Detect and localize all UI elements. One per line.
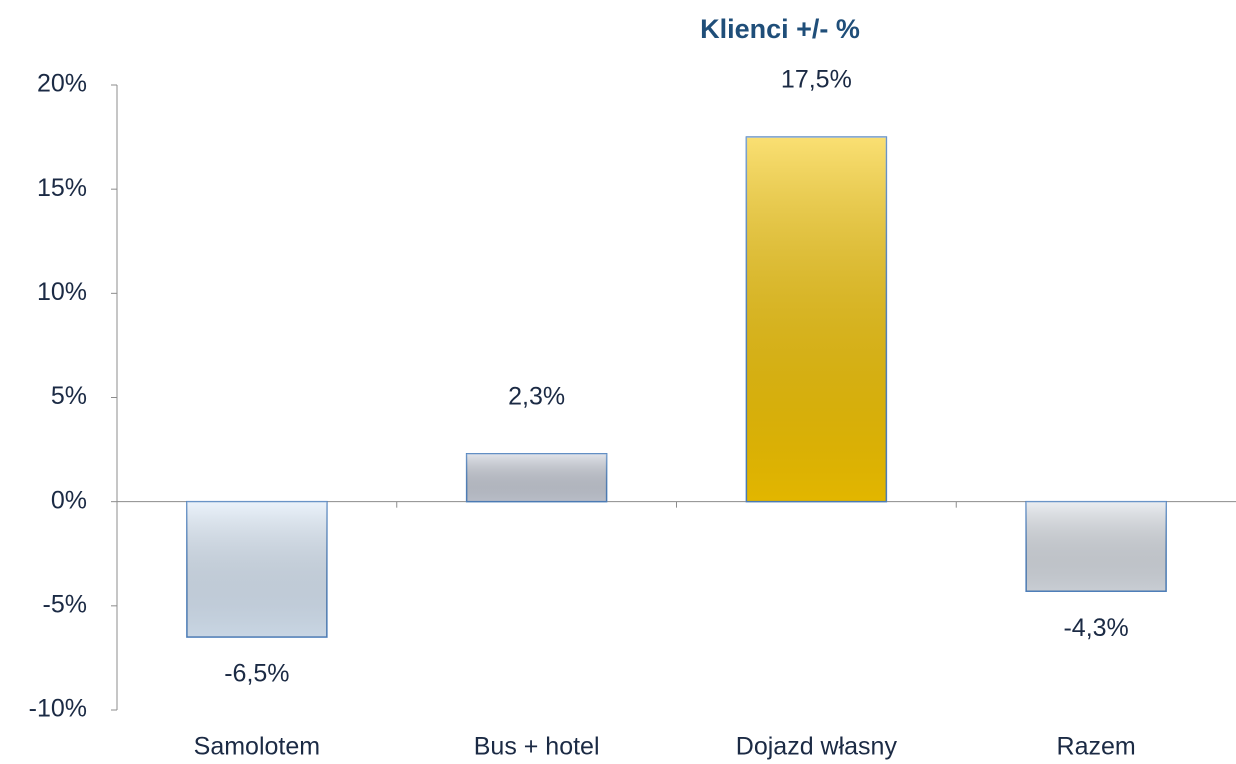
y-tick-label: 5% (51, 382, 87, 410)
x-tick-label: Dojazd własny (736, 733, 898, 761)
y-tick-label: 10% (37, 278, 87, 306)
y-tick-label: -5% (43, 590, 87, 618)
chart: Klienci +/- % -10% -5% 0% 5% 10% 15% 20% Samolo… (0, 0, 1236, 764)
bar-shine (187, 502, 327, 637)
y-tick-label: 20% (37, 70, 87, 98)
bar-shine (467, 454, 607, 502)
bar-shine (1026, 502, 1166, 592)
x-tick-label: Bus + hotel (474, 733, 600, 761)
y-tick-label: -10% (29, 695, 87, 723)
y-tick-label: 0% (51, 486, 87, 514)
chart-title: Klienci +/- % (700, 14, 860, 44)
value-label: -4,3% (1063, 614, 1128, 642)
x-tick-label: Razem (1057, 733, 1136, 761)
bar-shine (746, 137, 886, 502)
value-label: -6,5% (224, 660, 289, 688)
y-tick-label: 15% (37, 174, 87, 202)
value-label: 17,5% (781, 66, 852, 94)
value-label: 2,3% (508, 382, 565, 410)
x-tick-label: Samolotem (194, 733, 320, 761)
